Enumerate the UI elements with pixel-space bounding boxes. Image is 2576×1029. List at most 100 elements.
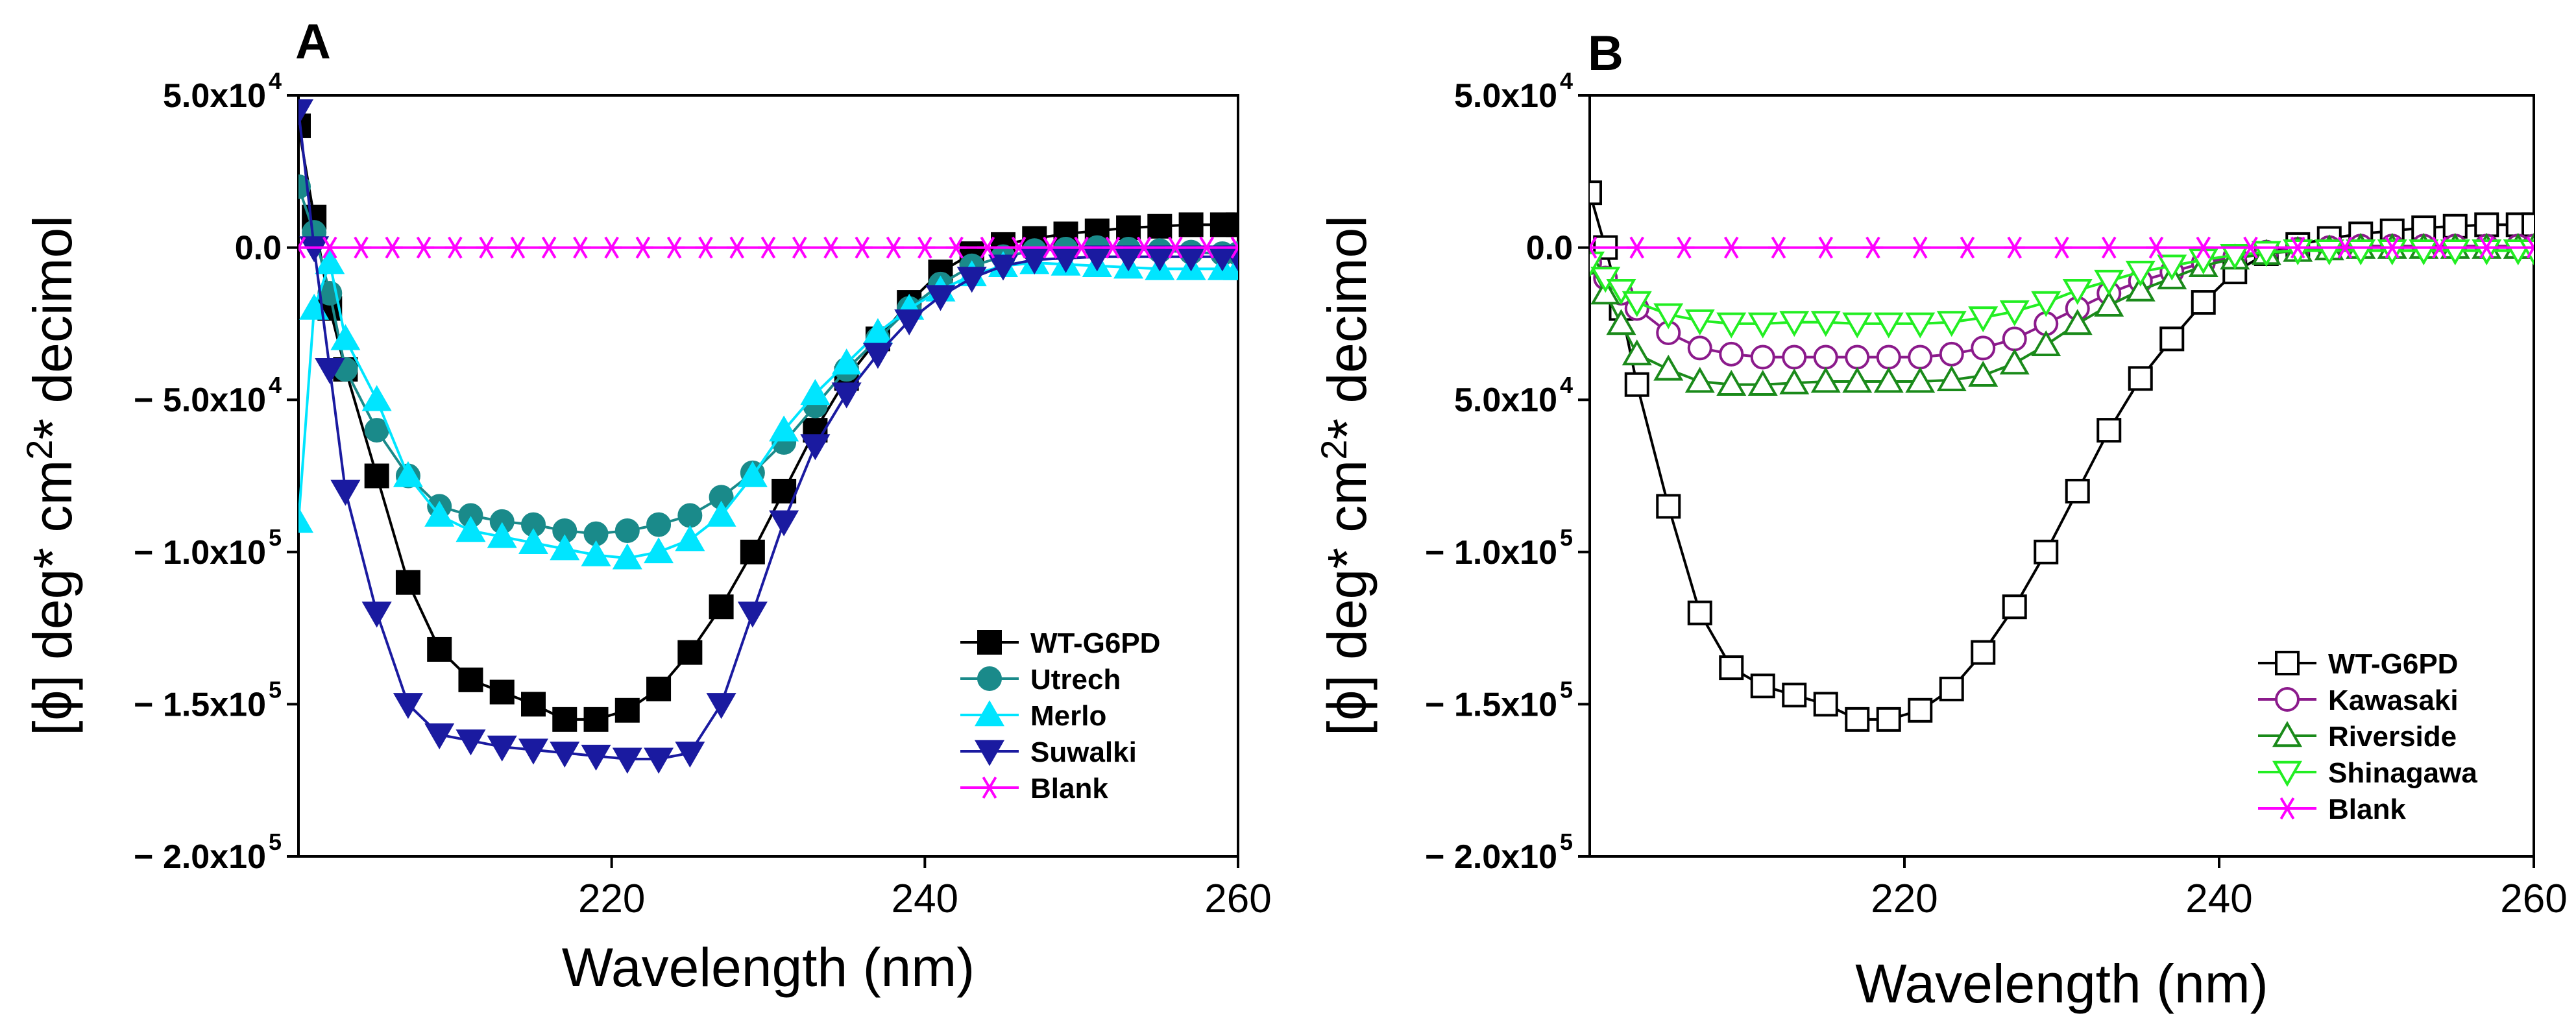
series-suwalki: [298, 99, 1238, 774]
y-axis-title-superscript: 2: [1313, 440, 1354, 460]
legend-swatch-marker: [2275, 687, 2300, 712]
data-point: [1779, 311, 1810, 337]
data-point: [677, 503, 703, 528]
legend-label: Utrech: [1030, 664, 1121, 696]
data-point: [489, 679, 515, 705]
data-point: [1971, 335, 1996, 361]
data-point: [1606, 309, 1636, 335]
legend-swatch-marker: [2275, 651, 2300, 675]
data-point: [364, 463, 389, 489]
data-point: [518, 528, 549, 555]
data-point: [315, 248, 345, 274]
data-point: [1842, 312, 1873, 339]
data-point: [2476, 236, 2497, 259]
data-point: [2191, 290, 2216, 315]
data-point: [2125, 260, 2156, 287]
data-point: [614, 697, 640, 723]
data-point: [737, 601, 768, 628]
data-point: [675, 525, 705, 551]
data-point: [769, 510, 799, 537]
legend-swatch-marker: [2272, 721, 2303, 747]
data-point: [1228, 236, 1238, 259]
legend-label: WT-G6PD: [2328, 648, 2458, 680]
data-point: [298, 236, 309, 259]
data-point: [2159, 326, 2185, 352]
legend-swatch-marker: [977, 666, 1002, 691]
data-point: [382, 236, 403, 259]
data-point: [675, 742, 705, 768]
legend-swatch-marker: [974, 740, 1005, 766]
data-point: [539, 236, 560, 259]
data-point: [2335, 236, 2355, 259]
data-point: [487, 735, 517, 762]
data-point: [1908, 697, 1933, 723]
data-point: [2240, 236, 2261, 259]
data-point: [1747, 312, 1778, 339]
data-point: [1782, 683, 1807, 708]
data-point: [330, 479, 361, 506]
data-point: [772, 478, 797, 503]
data-point: [581, 744, 611, 771]
legend-swatch-marker: [977, 630, 1002, 655]
data-point: [552, 707, 577, 732]
data-point: [424, 723, 455, 750]
data-point: [740, 539, 765, 564]
data-point: [726, 236, 747, 259]
data-point: [1624, 372, 1649, 397]
data-point: [427, 636, 452, 662]
data-point: [646, 512, 672, 537]
legend-item: Merlo: [960, 700, 1106, 732]
y-tick-label: − 1.0x10: [1425, 534, 1557, 572]
panel-b: 5.0x10 40.05.0x10 4− 1.0x10 5− 1.5x10 5− 2.0…: [1313, 26, 2568, 1014]
data-point: [1968, 360, 1999, 387]
data-point: [1810, 311, 1841, 337]
plot-frame: [1588, 94, 2535, 858]
y-axis-title: [ϕ] deg* cm2* decimol: [1313, 215, 1378, 736]
data-point: [1971, 640, 1996, 665]
data-point: [1750, 345, 1775, 370]
x-axis-title: Wavelength (nm): [1855, 953, 2268, 1014]
data-point: [601, 236, 622, 259]
y-tick-label: − 2.0x10: [1425, 838, 1557, 876]
legend-label: Blank: [1030, 773, 1108, 805]
y-tick-exponent: 5: [1560, 524, 1573, 551]
data-point: [2062, 278, 2093, 306]
data-point: [737, 461, 768, 487]
data-point: [862, 318, 893, 345]
data-point: [644, 537, 674, 564]
legend-swatch-marker: [979, 776, 1000, 799]
data-point: [894, 309, 925, 335]
data-point: [1716, 370, 1747, 396]
data-point: [2287, 236, 2309, 259]
legend-item: WT-G6PD: [960, 627, 1160, 659]
data-point: [2002, 326, 2027, 352]
data-point: [315, 357, 345, 384]
data-point: [2157, 254, 2187, 281]
data-point: [2474, 212, 2499, 237]
data-point: [2051, 236, 2072, 259]
legend-label: Suwalki: [1030, 736, 1137, 768]
data-point: [364, 418, 389, 443]
data-point: [361, 385, 392, 411]
data-point: [758, 236, 779, 259]
data-point: [2381, 236, 2403, 259]
y-tick-label: 5.0x10: [1454, 77, 1557, 115]
data-point: [2096, 418, 2122, 443]
data-point: [769, 415, 799, 442]
data-point: [395, 570, 420, 595]
data-point: [1813, 692, 1838, 717]
data-point: [831, 382, 862, 409]
data-point: [1876, 345, 1901, 370]
plot-area: [298, 99, 1238, 774]
data-point: [977, 236, 998, 259]
data-point: [1165, 236, 1186, 259]
data-point: [1653, 354, 1684, 381]
data-point: [319, 236, 341, 259]
data-point: [1673, 236, 1695, 259]
data-point: [1622, 339, 1652, 366]
y-tick-label: 5.0x10: [1454, 381, 1557, 419]
legend-swatch-marker: [2272, 760, 2303, 787]
data-point: [299, 293, 330, 320]
data-point: [1810, 367, 1841, 393]
